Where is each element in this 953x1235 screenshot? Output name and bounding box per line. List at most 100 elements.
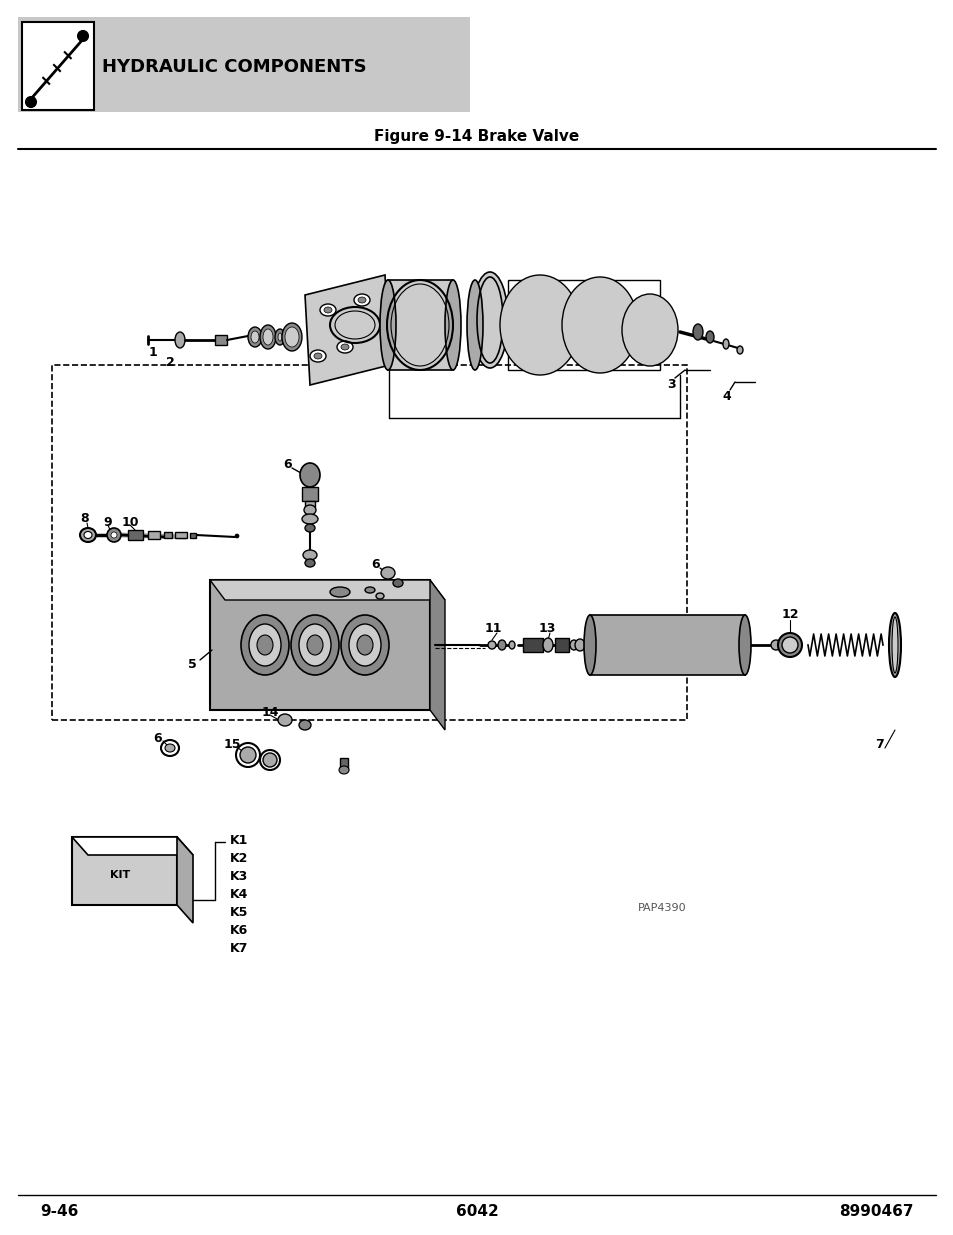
Ellipse shape	[299, 463, 319, 487]
Polygon shape	[177, 837, 193, 923]
Ellipse shape	[340, 345, 349, 350]
Bar	[522, 638, 542, 652]
Ellipse shape	[263, 329, 273, 345]
Text: 9-46: 9-46	[40, 1204, 78, 1219]
Ellipse shape	[274, 329, 285, 345]
Ellipse shape	[515, 293, 564, 357]
Ellipse shape	[357, 296, 366, 303]
Bar	[339, 758, 348, 769]
Ellipse shape	[305, 559, 314, 567]
Ellipse shape	[111, 532, 117, 538]
Bar	[618, 618, 624, 672]
Ellipse shape	[575, 638, 584, 651]
Ellipse shape	[338, 766, 349, 774]
Ellipse shape	[627, 301, 671, 359]
Bar	[666, 618, 672, 672]
Ellipse shape	[304, 505, 315, 515]
Text: HYDRAULIC COMPONENTS: HYDRAULIC COMPONENTS	[102, 58, 366, 77]
Ellipse shape	[393, 579, 402, 587]
Ellipse shape	[375, 593, 384, 599]
Text: KIT: KIT	[110, 869, 130, 881]
Circle shape	[26, 98, 36, 107]
Ellipse shape	[542, 638, 553, 652]
Bar	[148, 531, 160, 538]
Text: K4: K4	[230, 888, 248, 900]
Bar	[214, 335, 227, 345]
Text: K2: K2	[230, 851, 248, 864]
Ellipse shape	[107, 529, 121, 542]
Ellipse shape	[298, 720, 311, 730]
Ellipse shape	[330, 587, 350, 597]
Text: 8: 8	[81, 513, 90, 526]
Ellipse shape	[509, 641, 515, 650]
Ellipse shape	[365, 587, 375, 593]
Bar	[71, 837, 177, 905]
Text: K6: K6	[230, 924, 248, 936]
Ellipse shape	[888, 613, 900, 677]
Ellipse shape	[567, 284, 631, 366]
Text: 15: 15	[223, 739, 240, 752]
Text: 11: 11	[484, 621, 501, 635]
Text: 12: 12	[781, 609, 798, 621]
Ellipse shape	[770, 640, 781, 650]
Ellipse shape	[583, 615, 596, 676]
Ellipse shape	[248, 327, 262, 347]
Bar	[739, 618, 744, 672]
Bar	[22, 22, 94, 110]
Bar	[52, 366, 686, 720]
Text: 6042: 6042	[456, 1204, 497, 1219]
Ellipse shape	[310, 350, 326, 362]
Text: 2: 2	[166, 356, 174, 368]
Ellipse shape	[891, 618, 897, 673]
Ellipse shape	[285, 327, 298, 347]
Ellipse shape	[291, 615, 338, 676]
Text: 7: 7	[875, 739, 883, 752]
Polygon shape	[430, 580, 444, 730]
Ellipse shape	[504, 282, 575, 369]
Bar	[690, 618, 697, 672]
Bar	[388, 280, 453, 370]
Ellipse shape	[444, 280, 460, 370]
Bar	[128, 530, 143, 540]
Ellipse shape	[277, 333, 282, 341]
Text: 1: 1	[149, 347, 157, 359]
Ellipse shape	[174, 332, 185, 348]
Ellipse shape	[781, 637, 797, 653]
Bar	[174, 532, 187, 538]
Ellipse shape	[778, 634, 801, 657]
Bar	[164, 532, 172, 538]
Ellipse shape	[722, 338, 728, 350]
Ellipse shape	[340, 615, 389, 676]
Text: 6: 6	[153, 731, 162, 745]
Ellipse shape	[356, 635, 373, 655]
Bar	[630, 618, 637, 672]
Bar	[726, 618, 732, 672]
Ellipse shape	[302, 514, 317, 524]
Bar	[507, 280, 659, 370]
Ellipse shape	[488, 641, 496, 650]
Ellipse shape	[739, 615, 750, 676]
Ellipse shape	[298, 624, 331, 666]
Ellipse shape	[282, 324, 302, 351]
Polygon shape	[210, 580, 430, 710]
Text: 6: 6	[372, 558, 380, 572]
Ellipse shape	[84, 531, 91, 538]
Polygon shape	[210, 580, 444, 600]
Ellipse shape	[354, 294, 370, 306]
Bar	[702, 618, 708, 672]
Bar	[305, 501, 314, 508]
Text: 10: 10	[121, 515, 138, 529]
Ellipse shape	[305, 524, 314, 532]
Text: 6: 6	[283, 458, 292, 472]
Text: 13: 13	[537, 621, 555, 635]
Ellipse shape	[263, 753, 276, 767]
Ellipse shape	[165, 743, 174, 752]
Bar	[606, 618, 613, 672]
Ellipse shape	[241, 615, 289, 676]
Text: 14: 14	[261, 705, 278, 719]
Ellipse shape	[324, 308, 332, 312]
Ellipse shape	[307, 635, 323, 655]
Text: K3: K3	[230, 869, 248, 883]
Ellipse shape	[578, 296, 621, 354]
Ellipse shape	[737, 346, 742, 354]
